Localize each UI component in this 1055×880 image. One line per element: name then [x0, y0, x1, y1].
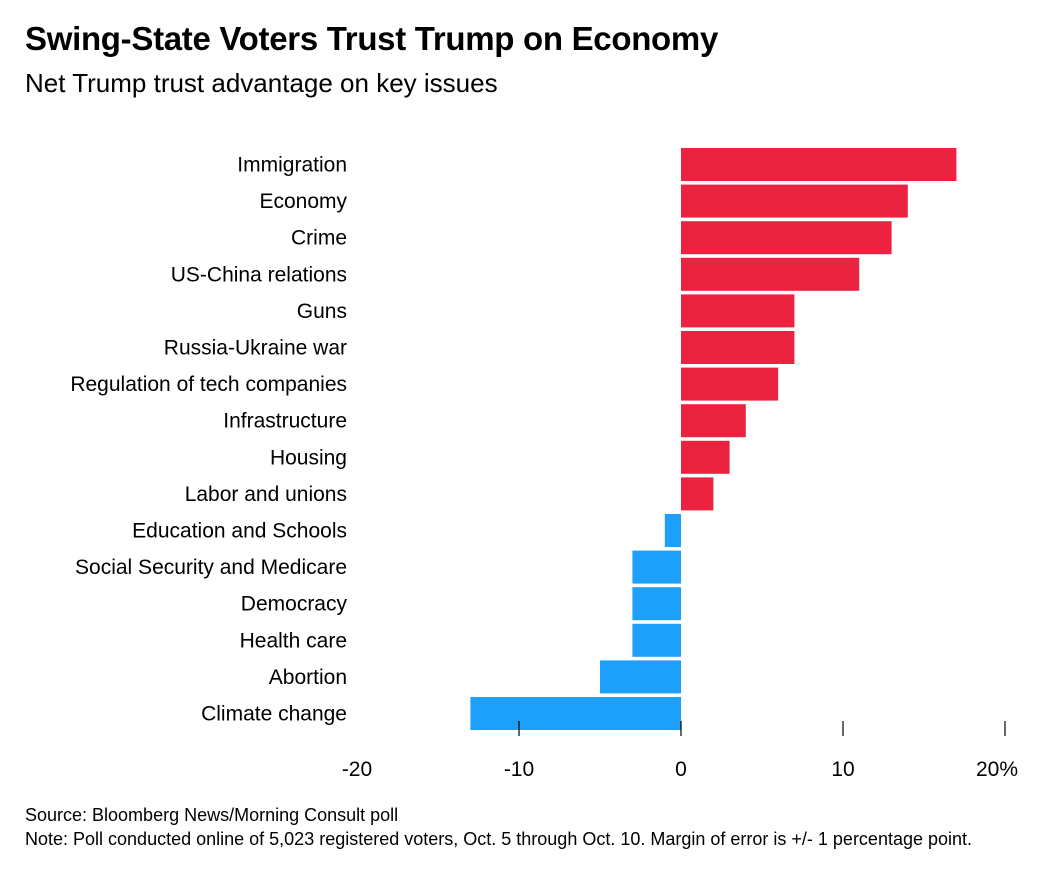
bar-health-care [632, 623, 681, 657]
bar-social-security-and-medicare [632, 550, 681, 584]
bar-labor-and-unions [681, 477, 714, 511]
category-label-democracy: Democracy [241, 593, 348, 616]
bars-group [470, 148, 957, 730]
chart-footer: Source: Bloomberg News/Morning Consult p… [25, 803, 1015, 851]
bar-abortion [600, 660, 681, 694]
category-label-education-and-schools: Education and Schools [132, 520, 347, 543]
bar-us-china-relations [681, 257, 860, 291]
bar-russia-ukraine-war [681, 331, 795, 364]
category-label-climate-change: Climate change [201, 703, 347, 726]
x-tick-label-20: 20% [976, 758, 1018, 781]
x-tick-label-20: -20 [342, 758, 372, 781]
bar-immigration [681, 148, 957, 181]
bar-chart: Immigration Economy Crime US-China relation… [70, 148, 1018, 781]
category-label-labor-and-unions: Labor and unions [185, 483, 347, 506]
source-note: Source: Bloomberg News/Morning Consult p… [25, 805, 399, 825]
category-label-immigration: Immigration [237, 154, 347, 177]
category-label-health-care: Health care [240, 629, 347, 652]
bar-crime [681, 221, 892, 255]
chart-title: Swing-State Voters Trust Trump on Econom… [25, 20, 719, 57]
bar-guns [681, 294, 795, 328]
bar-infrastructure [681, 404, 746, 438]
category-label-us-china-relations: US-China relations [171, 263, 347, 286]
category-label-housing: Housing [270, 446, 347, 469]
method-note: Note: Poll conducted online of 5,023 reg… [25, 829, 973, 849]
bar-housing [681, 440, 730, 474]
x-tick-label-0: 0 [675, 758, 687, 781]
bar-regulation-of-tech-companies [681, 367, 779, 401]
bar-democracy [632, 587, 681, 621]
bar-climate-change [470, 697, 681, 730]
category-label-crime: Crime [291, 227, 347, 250]
x-tick-label-10: 10 [831, 758, 854, 781]
category-label-social-security-and-medicare: Social Security and Medicare [75, 556, 347, 579]
category-label-regulation-of-tech-companies: Regulation of tech companies [70, 373, 347, 396]
x-axis: -20 -10 0 10 20% [342, 721, 1018, 781]
category-label-economy: Economy [259, 190, 347, 213]
bar-economy [681, 184, 908, 218]
category-label-guns: Guns [297, 300, 347, 323]
category-label-abortion: Abortion [269, 666, 347, 689]
category-labels-group: Immigration Economy Crime US-China relation… [70, 154, 347, 726]
x-tick-label-10: -10 [504, 758, 534, 781]
category-label-russia-ukraine-war: Russia-Ukraine war [164, 337, 347, 360]
chart-subtitle: Net Trump trust advantage on key issues [25, 68, 498, 98]
category-label-infrastructure: Infrastructure [223, 410, 347, 433]
bar-education-and-schools [664, 514, 681, 547]
